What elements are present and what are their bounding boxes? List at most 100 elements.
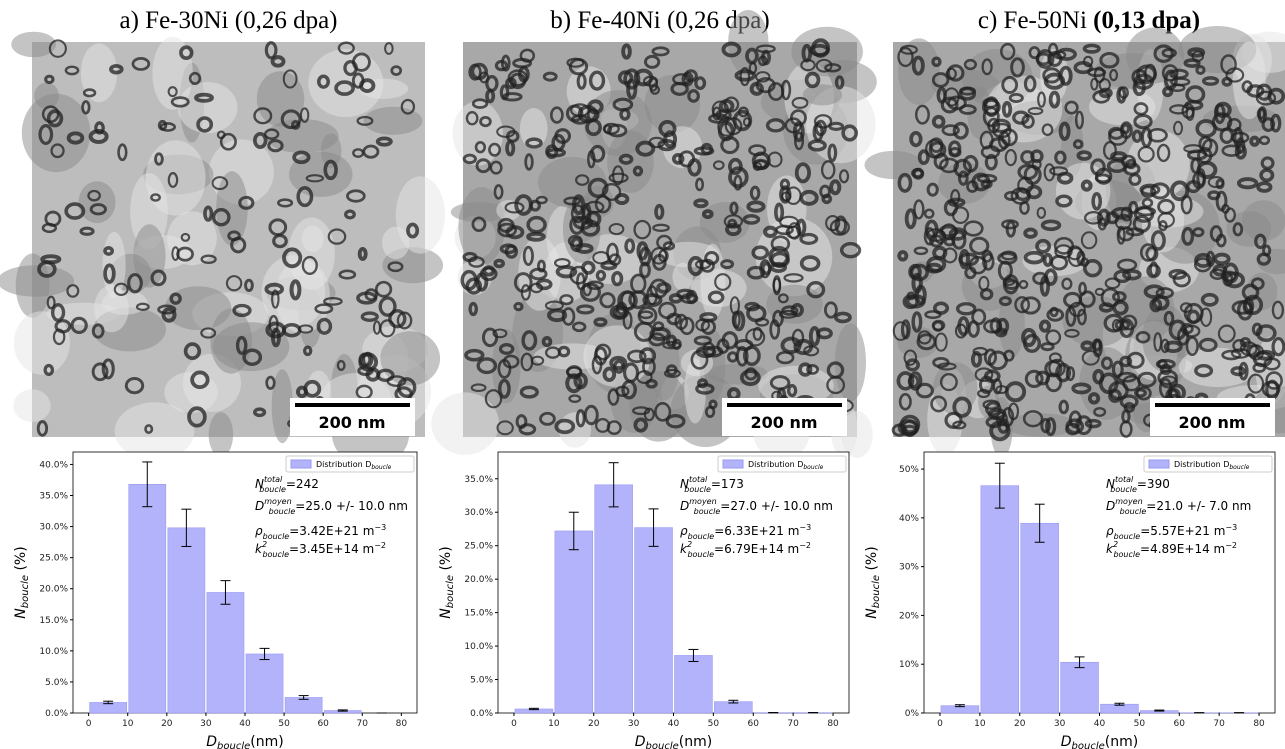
- loop: [400, 98, 416, 115]
- loop: [614, 193, 630, 206]
- loop: [1236, 177, 1259, 190]
- loop: [829, 179, 842, 196]
- x-tick-label: 70: [357, 719, 369, 729]
- loop: [1092, 90, 1111, 104]
- loop: [1221, 144, 1242, 157]
- loop: [541, 336, 553, 348]
- x-tick-label: 80: [1253, 719, 1265, 729]
- loop: [375, 136, 393, 147]
- x-tick-label: 70: [787, 719, 799, 729]
- error-bar: [142, 461, 153, 508]
- annotation-exp: −3: [799, 523, 811, 532]
- loop: [357, 365, 374, 376]
- legend-sub: boucle: [371, 464, 391, 471]
- y-label-sub: boucle: [20, 575, 31, 608]
- loop: [734, 69, 756, 82]
- loop: [974, 367, 994, 382]
- annotation-symbol: k: [255, 542, 263, 556]
- annotation-sub: boucle: [688, 532, 715, 541]
- loop: [815, 58, 833, 73]
- loop: [891, 423, 908, 437]
- loop: [1084, 210, 1104, 225]
- loop: [907, 374, 920, 389]
- loop: [1149, 261, 1159, 278]
- y-tick-label: 50%: [899, 465, 919, 475]
- y-tick-label: 5.0%: [45, 678, 68, 688]
- loop: [253, 407, 267, 418]
- loop: [316, 317, 333, 335]
- loop: [946, 64, 965, 82]
- loop: [1099, 51, 1120, 69]
- panel-title: a) Fe-30Ni (0,26 dpa): [120, 7, 338, 34]
- annotation-symbol: ρ: [1106, 524, 1114, 538]
- loop: [912, 167, 925, 180]
- loop: [1055, 194, 1073, 208]
- loop: [946, 95, 967, 111]
- loop: [763, 225, 778, 238]
- loop: [1020, 150, 1035, 165]
- scale-bar: [1155, 403, 1270, 407]
- loop: [1119, 394, 1139, 409]
- loop: [1065, 418, 1085, 435]
- loop: [834, 311, 852, 324]
- loop: [695, 345, 717, 359]
- loop: [1261, 380, 1281, 398]
- loop: [976, 173, 998, 184]
- annotation-sup: total: [1115, 475, 1134, 484]
- y-tick-label: 0.0%: [45, 709, 68, 719]
- loop: [1150, 182, 1171, 200]
- y-tick-label: 20%: [899, 611, 919, 621]
- loop: [190, 370, 210, 390]
- loop: [670, 81, 689, 96]
- loop: [513, 301, 524, 312]
- loop: [1047, 42, 1059, 57]
- loop: [656, 234, 673, 251]
- loop: [1042, 252, 1054, 268]
- loop: [777, 293, 789, 304]
- loop: [113, 282, 129, 296]
- loop: [271, 289, 280, 309]
- loop: [786, 383, 798, 398]
- loop: [746, 265, 766, 280]
- loop: [109, 64, 124, 75]
- image-patch: [533, 343, 611, 370]
- loop: [179, 45, 194, 61]
- loop: [265, 375, 276, 390]
- loop: [642, 293, 663, 308]
- x-tick-label: 10: [548, 719, 560, 729]
- loop: [1133, 113, 1153, 130]
- loop: [923, 208, 935, 219]
- loop: [529, 199, 542, 212]
- loop: [376, 368, 395, 382]
- annotation-sub: boucle: [262, 550, 289, 559]
- loop: [1091, 191, 1103, 211]
- loop: [613, 306, 628, 320]
- error-bar: [220, 580, 231, 605]
- loop: [1058, 121, 1071, 141]
- annotation-text: =4.89E+14 m: [1140, 542, 1225, 556]
- loop: [1120, 206, 1133, 222]
- loop: [687, 158, 702, 177]
- loop: [570, 204, 585, 224]
- loop: [926, 182, 939, 197]
- loop: [1058, 65, 1073, 86]
- error-bar: [994, 462, 1005, 509]
- loop: [468, 256, 485, 268]
- loop: [952, 121, 969, 140]
- loop: [346, 189, 366, 203]
- loop: [838, 169, 850, 184]
- loop: [586, 108, 600, 122]
- loop: [729, 201, 739, 216]
- scale-bar-label: 200 nm: [750, 413, 817, 432]
- x-label-after: (nm): [1105, 734, 1138, 749]
- loop: [51, 303, 66, 322]
- annotation-text: =173: [711, 477, 744, 491]
- loop: [1005, 220, 1017, 238]
- loop: [752, 326, 763, 341]
- annotation: k2 boucle=6.79E+14 m−2: [680, 540, 811, 559]
- loop: [639, 261, 651, 279]
- loop: [902, 420, 918, 438]
- loop: [264, 282, 285, 296]
- x-label-after: (nm): [679, 734, 712, 749]
- scale-bar: [727, 403, 842, 407]
